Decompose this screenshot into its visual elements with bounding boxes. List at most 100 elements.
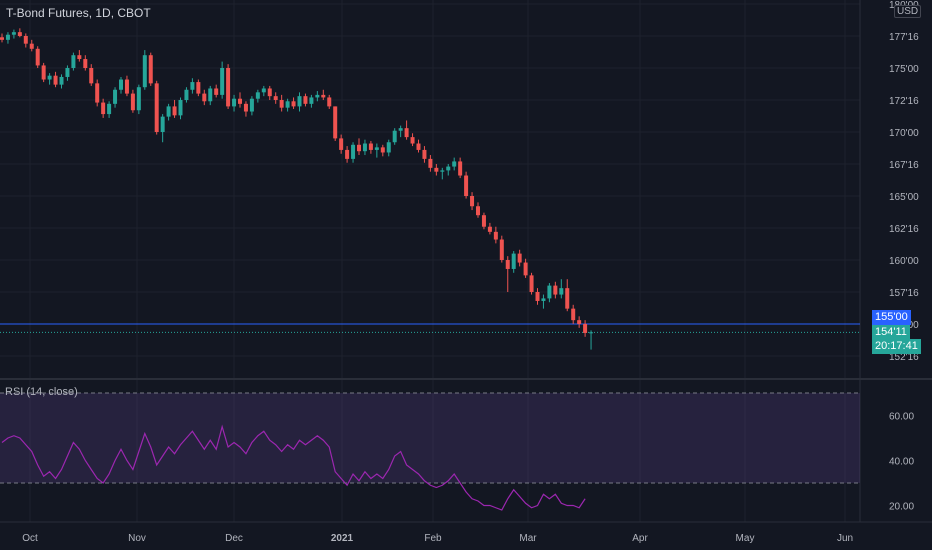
rsi-tick-label: 20.00 (889, 502, 914, 513)
candle-body (29, 43, 34, 49)
last-price-label: 154'11 (872, 325, 910, 340)
candle-body (285, 101, 290, 108)
candle-body (47, 75, 52, 80)
candle-body (11, 32, 16, 35)
candle-body (446, 166, 451, 171)
candle-body (238, 98, 242, 104)
candle-body (392, 130, 397, 143)
candle-body (83, 59, 88, 68)
candle-body (541, 298, 546, 301)
candle-body (499, 239, 504, 260)
candle-body (428, 158, 433, 168)
candle-body (220, 68, 225, 95)
candle-body (273, 96, 278, 100)
candle-body (53, 75, 58, 85)
candle-body (410, 137, 415, 144)
countdown-label: 20:17:41 (872, 339, 921, 354)
candle-body (119, 79, 123, 90)
price-tick-label: 170'00 (889, 128, 919, 139)
time-tick-label: Nov (128, 533, 146, 544)
candle-body (124, 79, 129, 94)
candle-body (41, 65, 46, 80)
candle-body (505, 260, 510, 269)
candle-body (440, 170, 445, 172)
price-tick-label: 160'00 (889, 256, 919, 267)
candle-body (303, 96, 308, 104)
price-axis[interactable]: 152'16155'00157'16160'00162'16165'00167'… (889, 0, 919, 363)
candle-body (362, 143, 367, 152)
candle-body (559, 288, 564, 295)
candle-body (351, 144, 356, 159)
candle-body (535, 292, 540, 301)
rsi-line (1, 424, 586, 511)
candle-body (333, 106, 338, 139)
candle-body (160, 116, 165, 132)
candle-body (95, 83, 100, 103)
chart-title: T-Bond Futures, 1D, CBOT (6, 6, 151, 20)
candle-body (59, 76, 64, 85)
candle-body (577, 320, 582, 324)
candle-body (107, 103, 112, 115)
candle-body (416, 143, 421, 150)
candle-body (309, 97, 314, 104)
candle-body (226, 68, 231, 107)
time-tick-label: Jun (837, 533, 853, 544)
time-tick-label: Dec (225, 533, 243, 544)
candle-body (404, 128, 409, 138)
candle-body (422, 149, 427, 159)
time-tick-label: Feb (424, 533, 442, 544)
price-tick-label: 175'00 (889, 64, 919, 75)
candle-body (214, 88, 219, 95)
candle-body (357, 144, 361, 152)
candle-body (470, 196, 475, 207)
price-tick-label: 167'16 (889, 160, 919, 171)
candle-body (113, 89, 118, 104)
candle-body (17, 32, 22, 36)
candle-body (77, 55, 82, 60)
candle-body (315, 94, 320, 98)
candle-body (589, 332, 594, 334)
candle-body (5, 34, 10, 40)
candle-body (571, 308, 576, 321)
time-tick-label: Oct (22, 533, 38, 544)
candle-body (154, 83, 159, 132)
price-tick-label: 152'16 (889, 352, 919, 363)
grid-lines (0, 0, 860, 522)
rsi-band (0, 393, 860, 483)
candle-body (374, 147, 379, 150)
time-axis[interactable]: Oct Nov Dec 2021 Feb Mar Apr May Jun (22, 533, 853, 544)
candle-body (523, 262, 528, 276)
candle-body (547, 285, 552, 299)
candle-body (458, 161, 463, 176)
rsi-indicator-label[interactable]: RSI (14, close) (5, 386, 78, 398)
candle-body (89, 68, 94, 84)
currency-badge[interactable]: USD (894, 5, 922, 18)
candle-body (35, 48, 40, 66)
candle-body (232, 98, 237, 107)
candle-body (339, 138, 344, 150)
candle-body (565, 288, 570, 309)
candle-body (166, 106, 171, 117)
time-tick-label: Mar (519, 533, 537, 544)
candle-body (267, 88, 272, 97)
candle-body (249, 98, 254, 112)
time-tick-label: May (736, 533, 755, 544)
candle-body (291, 101, 296, 107)
candlestick-series (0, 28, 594, 350)
time-tick-label: Apr (632, 533, 648, 544)
candle-body (493, 231, 498, 240)
candle-body (184, 89, 189, 100)
candle-body (553, 285, 558, 295)
candle-body (172, 106, 177, 116)
candle-body (130, 93, 135, 111)
candle-body (208, 88, 213, 102)
candle-body (261, 88, 266, 93)
rsi-axis[interactable]: 20.00 40.00 60.00 (889, 412, 914, 513)
candle-body (279, 100, 284, 108)
candle-body (327, 97, 332, 107)
candle-body (321, 94, 326, 98)
candle-body (345, 149, 350, 159)
candle-body (23, 36, 28, 44)
candle-body (101, 102, 106, 115)
